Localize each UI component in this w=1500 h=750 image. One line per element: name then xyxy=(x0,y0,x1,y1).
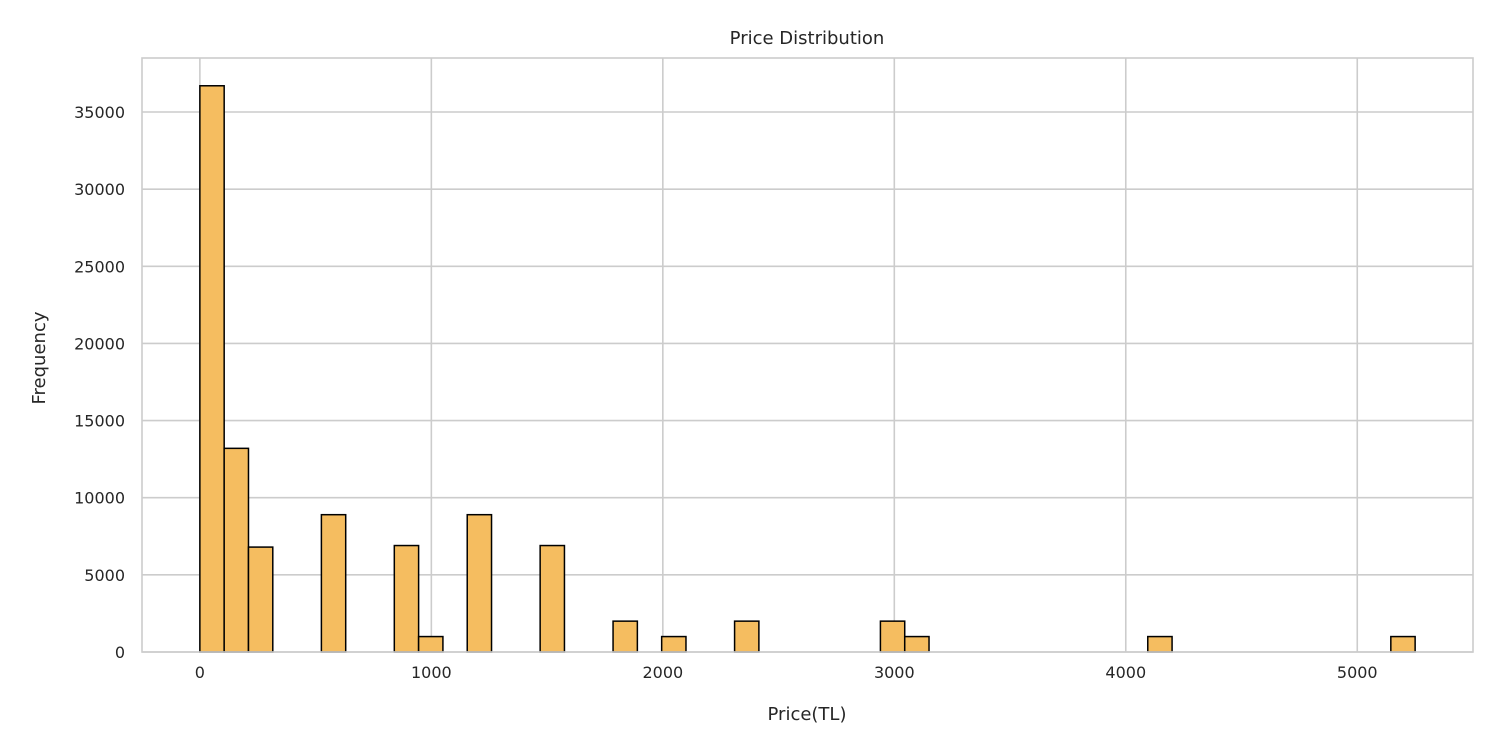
y-tick-label: 10000 xyxy=(74,489,125,508)
x-axis-title: Price(TL) xyxy=(768,704,847,725)
x-tick-label: 4000 xyxy=(1105,663,1146,682)
x-tick-label: 3000 xyxy=(874,663,915,682)
histogram-bar xyxy=(903,635,930,653)
y-tick-label: 35000 xyxy=(74,103,125,122)
histogram-bar xyxy=(879,620,906,653)
histogram-bar xyxy=(612,620,639,653)
histogram-bar xyxy=(1390,635,1416,653)
histogram-bar xyxy=(1147,635,1173,653)
histogram-bars xyxy=(199,85,1416,653)
histogram-bar xyxy=(733,620,760,653)
y-tick-label: 5000 xyxy=(84,566,125,585)
x-tick-label: 1000 xyxy=(411,663,452,682)
x-tick-labels: 0 1000 2000 3000 4000 5000 xyxy=(195,663,1378,682)
y-tick-label: 30000 xyxy=(74,180,125,199)
histogram-bar xyxy=(223,447,250,653)
histogram-bar xyxy=(199,85,225,653)
histogram-bar xyxy=(466,513,493,653)
histogram-bar xyxy=(247,546,274,653)
y-tick-labels: 0 5000 10000 15000 20000 25000 30000 35000 xyxy=(74,103,125,662)
y-tick-label: 15000 xyxy=(74,412,125,431)
y-axis-title: Frequency xyxy=(29,311,50,404)
grid-lines xyxy=(142,58,1473,653)
y-tick-label: 0 xyxy=(115,643,125,662)
y-tick-label: 25000 xyxy=(74,257,125,276)
x-tick-label: 5000 xyxy=(1337,663,1378,682)
histogram-bar xyxy=(417,635,444,653)
histogram-bar xyxy=(660,635,687,653)
x-tick-label: 2000 xyxy=(642,663,683,682)
histogram-bar xyxy=(320,513,347,653)
plot-frame xyxy=(141,57,1474,653)
x-tick-label: 0 xyxy=(195,663,205,682)
histogram-bar xyxy=(539,544,566,653)
histogram-bar xyxy=(393,544,420,653)
chart-title: Price Distribution xyxy=(730,28,885,49)
y-tick-label: 20000 xyxy=(74,334,125,353)
